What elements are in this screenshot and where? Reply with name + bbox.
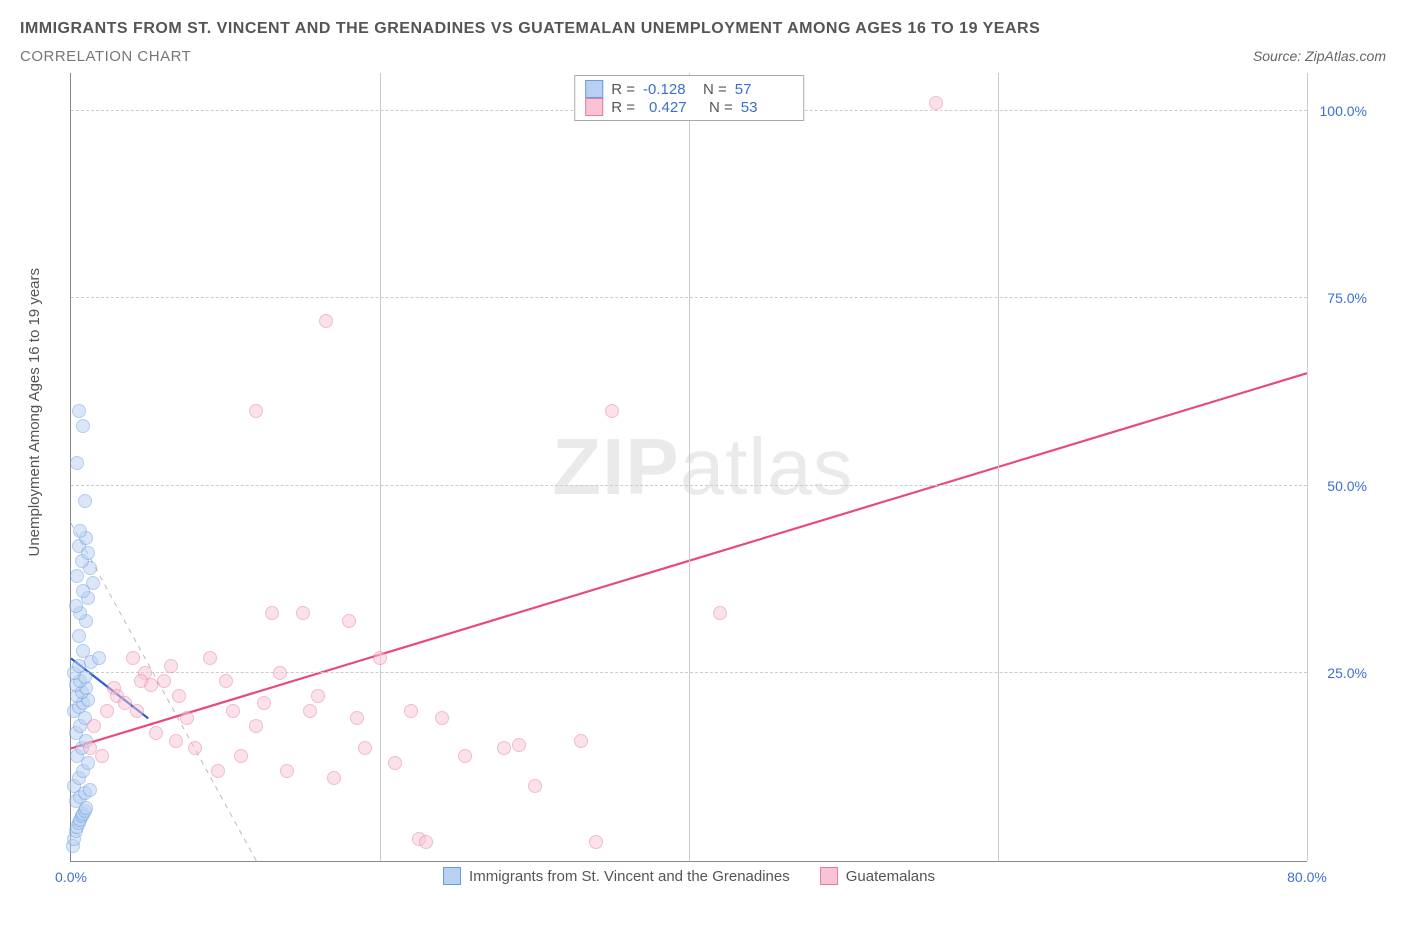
vertical-gridline [689,73,690,861]
data-point-gua [95,749,109,763]
data-point-gua [574,734,588,748]
data-point-gua [126,651,140,665]
data-point-gua [296,606,310,620]
r-value-svg: -0.128 [643,81,695,98]
y-axis-label: Unemployment Among Ages 16 to 19 years [26,268,43,557]
data-point-gua [149,726,163,740]
data-point-gua [172,689,186,703]
data-point-gua [188,741,202,755]
data-point-gua [327,771,341,785]
data-point-gua [87,719,101,733]
data-point-gua [528,779,542,793]
n-value-svg: 57 [735,81,787,98]
data-point-gua [303,704,317,718]
chart-container: Unemployment Among Ages 16 to 19 years Z… [20,73,1386,893]
y-tick-label: 25.0% [1327,665,1367,681]
legend-label-svg: Immigrants from St. Vincent and the Gren… [469,868,790,885]
data-point-gua [458,749,472,763]
vertical-gridline [380,73,381,861]
data-point-gua [342,614,356,628]
data-point-gua [373,651,387,665]
data-point-gua [180,711,194,725]
data-point-gua [713,606,727,620]
legend-swatch-gua [820,867,838,885]
data-point-gua [435,711,449,725]
data-point-gua [157,674,171,688]
vertical-gridline [1307,73,1308,861]
data-point-gua [134,674,148,688]
legend-swatch-gua [585,98,603,116]
legend-label-gua: Guatemalans [846,868,935,885]
data-point-gua [358,741,372,755]
data-point-gua [265,606,279,620]
data-point-gua [350,711,364,725]
data-point-gua [929,96,943,110]
data-point-svg [70,456,84,470]
data-point-gua [280,764,294,778]
data-point-gua [130,704,144,718]
data-point-gua [257,696,271,710]
x-tick-label: 80.0% [1287,869,1327,885]
legend-item-gua: Guatemalans [820,867,935,885]
data-point-svg [72,404,86,418]
y-tick-label: 50.0% [1327,478,1367,494]
data-point-gua [419,835,433,849]
data-point-gua [273,666,287,680]
data-point-gua [203,651,217,665]
data-point-gua [404,704,418,718]
data-point-svg [78,494,92,508]
plot-area: R = -0.128 N = 57 R = 0.427 N = 53 Immig… [70,73,1307,862]
chart-subtitle: CORRELATION CHART [20,48,191,65]
correlation-legend: R = -0.128 N = 57 R = 0.427 N = 53 [574,75,804,121]
r-label: R = [611,81,635,98]
data-point-gua [234,749,248,763]
legend-item-svg: Immigrants from St. Vincent and the Gren… [443,867,790,885]
source-attribution: Source: ZipAtlas.com [1253,48,1386,64]
vertical-gridline [998,73,999,861]
data-point-gua [388,756,402,770]
data-point-gua [219,674,233,688]
subtitle-row: CORRELATION CHART Source: ZipAtlas.com [20,48,1386,65]
legend-row-svg: R = -0.128 N = 57 [585,80,793,98]
data-point-svg [92,651,106,665]
data-point-svg [72,629,86,643]
data-point-gua [211,764,225,778]
legend-row-gua: R = 0.427 N = 53 [585,98,793,116]
legend-swatch-svg [443,867,461,885]
series-legend: Immigrants from St. Vincent and the Gren… [443,867,935,885]
data-point-gua [169,734,183,748]
page-title: IMMIGRANTS FROM ST. VINCENT AND THE GREN… [20,20,1386,38]
legend-swatch-svg [585,80,603,98]
y-tick-label: 75.0% [1327,290,1367,306]
data-point-gua [226,704,240,718]
data-point-gua [249,719,263,733]
n-value-gua: 53 [741,99,793,116]
n-label: N = [703,81,727,98]
n-label: N = [709,99,733,116]
data-point-svg [73,524,87,538]
data-point-gua [100,704,114,718]
x-tick-label: 0.0% [55,869,87,885]
data-point-svg [83,783,97,797]
data-point-gua [512,738,526,752]
data-point-gua [311,689,325,703]
data-point-svg [81,546,95,560]
data-point-gua [164,659,178,673]
data-point-gua [497,741,511,755]
r-value-gua: 0.427 [643,99,701,116]
data-point-svg [76,419,90,433]
data-point-svg [76,644,90,658]
data-point-gua [319,314,333,328]
data-point-gua [589,835,603,849]
r-label: R = [611,99,635,116]
data-point-svg [86,576,100,590]
data-point-gua [605,404,619,418]
y-tick-label: 100.0% [1320,103,1367,119]
data-point-gua [249,404,263,418]
